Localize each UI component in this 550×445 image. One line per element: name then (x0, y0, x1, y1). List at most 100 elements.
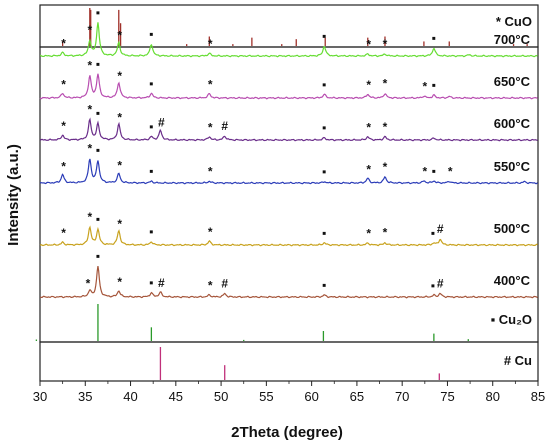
phase-marker: * (448, 165, 453, 179)
series-label: 550°C (494, 159, 531, 174)
panel-cuo-reference (39, 4, 539, 48)
phase-marker: * (86, 276, 91, 290)
x-tick-label: 85 (531, 389, 545, 404)
phase-marker: ▪ (322, 165, 326, 179)
phase-marker: * (422, 164, 427, 178)
phase-marker: ▪ (96, 249, 100, 263)
x-tick-label: 35 (78, 389, 92, 404)
series-label: 400°C (494, 273, 531, 288)
phase-marker: * (422, 79, 427, 93)
x-tick-label: 50 (214, 389, 228, 404)
series-line (39, 158, 538, 185)
phase-marker: ▪ (149, 276, 153, 290)
phase-marker: * (208, 120, 213, 134)
series-line (39, 117, 538, 142)
phase-marker: ▪ (432, 78, 436, 92)
y-axis-title: Intensity (a.u.) (5, 144, 22, 246)
x-tick-label: 45 (169, 389, 183, 404)
series-label: 700°C (494, 32, 531, 47)
reference-cuo: * CuO (61, 8, 532, 46)
phase-marker: * (366, 162, 371, 176)
phase-marker: # (437, 222, 444, 236)
series-line (39, 266, 538, 299)
phase-marker: * (117, 217, 122, 231)
phase-marker: ▪ (149, 225, 153, 239)
phase-marker: * (61, 119, 66, 133)
series-label: 650°C (494, 74, 531, 89)
series-3: * * ▪ * ▪ * ▪ * * * ▪ * 550°C (39, 141, 538, 185)
x-axis: 30 35 40 45 50 55 60 65 70 75 80 85 (33, 381, 545, 404)
phase-marker: # (437, 276, 444, 290)
phase-marker: ▪ (149, 119, 153, 133)
x-tick-label: 75 (440, 389, 454, 404)
phase-marker: * (61, 36, 66, 50)
phase-marker: # (221, 277, 228, 291)
reference-label-cu: # Cu (504, 353, 532, 368)
reference-label-cu2o: ▪ Cu₂O (491, 312, 532, 327)
phase-marker: * (366, 227, 371, 241)
series-label: 600°C (494, 116, 531, 131)
phase-marker: ▪ (432, 164, 436, 178)
x-tick-label: 40 (123, 389, 137, 404)
phase-marker: * (87, 23, 92, 37)
phase-marker: ▪ (149, 76, 153, 90)
phase-marker: * (61, 159, 66, 173)
phase-marker: * (383, 37, 388, 51)
phase-marker: * (366, 121, 371, 135)
phase-marker: * (208, 278, 213, 292)
phase-marker: * (208, 78, 213, 92)
panel-frames (39, 4, 539, 382)
phase-marker: ▪ (322, 29, 326, 43)
phase-marker: * (208, 37, 213, 51)
panel-cu-reference (39, 341, 539, 382)
phase-marker: ▪ (431, 279, 435, 293)
reference-label-cuo: * CuO (496, 14, 532, 29)
phase-marker: * (208, 165, 213, 179)
phase-marker: * (383, 226, 388, 240)
phase-marker: ▪ (96, 106, 100, 120)
series-line (39, 225, 538, 247)
phase-marker: ▪ (322, 278, 326, 292)
reference-patterns: * CuO ▪ Cu₂O # Cu (35, 8, 532, 380)
phase-marker: * (117, 69, 122, 83)
phase-marker: * (87, 210, 92, 224)
phase-marker: # (221, 119, 228, 133)
x-tick-label: 70 (395, 389, 409, 404)
phase-marker: ▪ (322, 121, 326, 135)
phase-marker: * (117, 159, 122, 173)
phase-marker: # (158, 276, 165, 290)
phase-marker: * (208, 225, 213, 239)
series-1: * * ▪ * ▪ * ▪ * * * ▪ 650°C (39, 57, 538, 100)
phase-marker: * (87, 102, 92, 116)
x-tick-label: 65 (350, 389, 364, 404)
series-line (39, 73, 538, 100)
phase-marker: * (366, 78, 371, 92)
phase-marker: * (61, 226, 66, 240)
phase-marker: ▪ (96, 143, 100, 157)
phase-marker: * (87, 58, 92, 72)
phase-marker: ▪ (432, 31, 436, 45)
series-5: *▪* ▪ # * # ▪ ▪ #400°C (39, 249, 538, 299)
phase-marker: ▪ (149, 164, 153, 178)
phase-marker: * (383, 77, 388, 91)
x-tick-label: 80 (485, 389, 499, 404)
phase-marker: * (366, 37, 371, 51)
phase-marker: * (117, 275, 122, 289)
phase-marker: ▪ (149, 27, 153, 41)
reference-cu2o: ▪ Cu₂O (35, 304, 532, 341)
phase-marker: ▪ (431, 226, 435, 240)
phase-marker: ▪ (96, 57, 100, 71)
phase-marker: * (383, 120, 388, 134)
phase-marker: # (158, 116, 165, 130)
phase-marker: * (117, 111, 122, 125)
phase-marker: * (117, 29, 122, 43)
phase-marker: ▪ (96, 212, 100, 226)
series-layer: **▪* ▪*▪* * ▪ 700°C** ▪*▪ * ▪ * * * ▪ 650°C** ▪ *▪ # * # ▪… (39, 5, 538, 299)
phase-marker: ▪ (322, 77, 326, 91)
series-2: * * ▪ * ▪ # * # ▪ * * 600°C (39, 102, 538, 142)
phase-marker: * (87, 141, 92, 155)
x-tick-label: 30 (33, 389, 47, 404)
x-axis-title: 2Theta (degree) (231, 424, 343, 441)
phase-marker: ▪ (322, 226, 326, 240)
